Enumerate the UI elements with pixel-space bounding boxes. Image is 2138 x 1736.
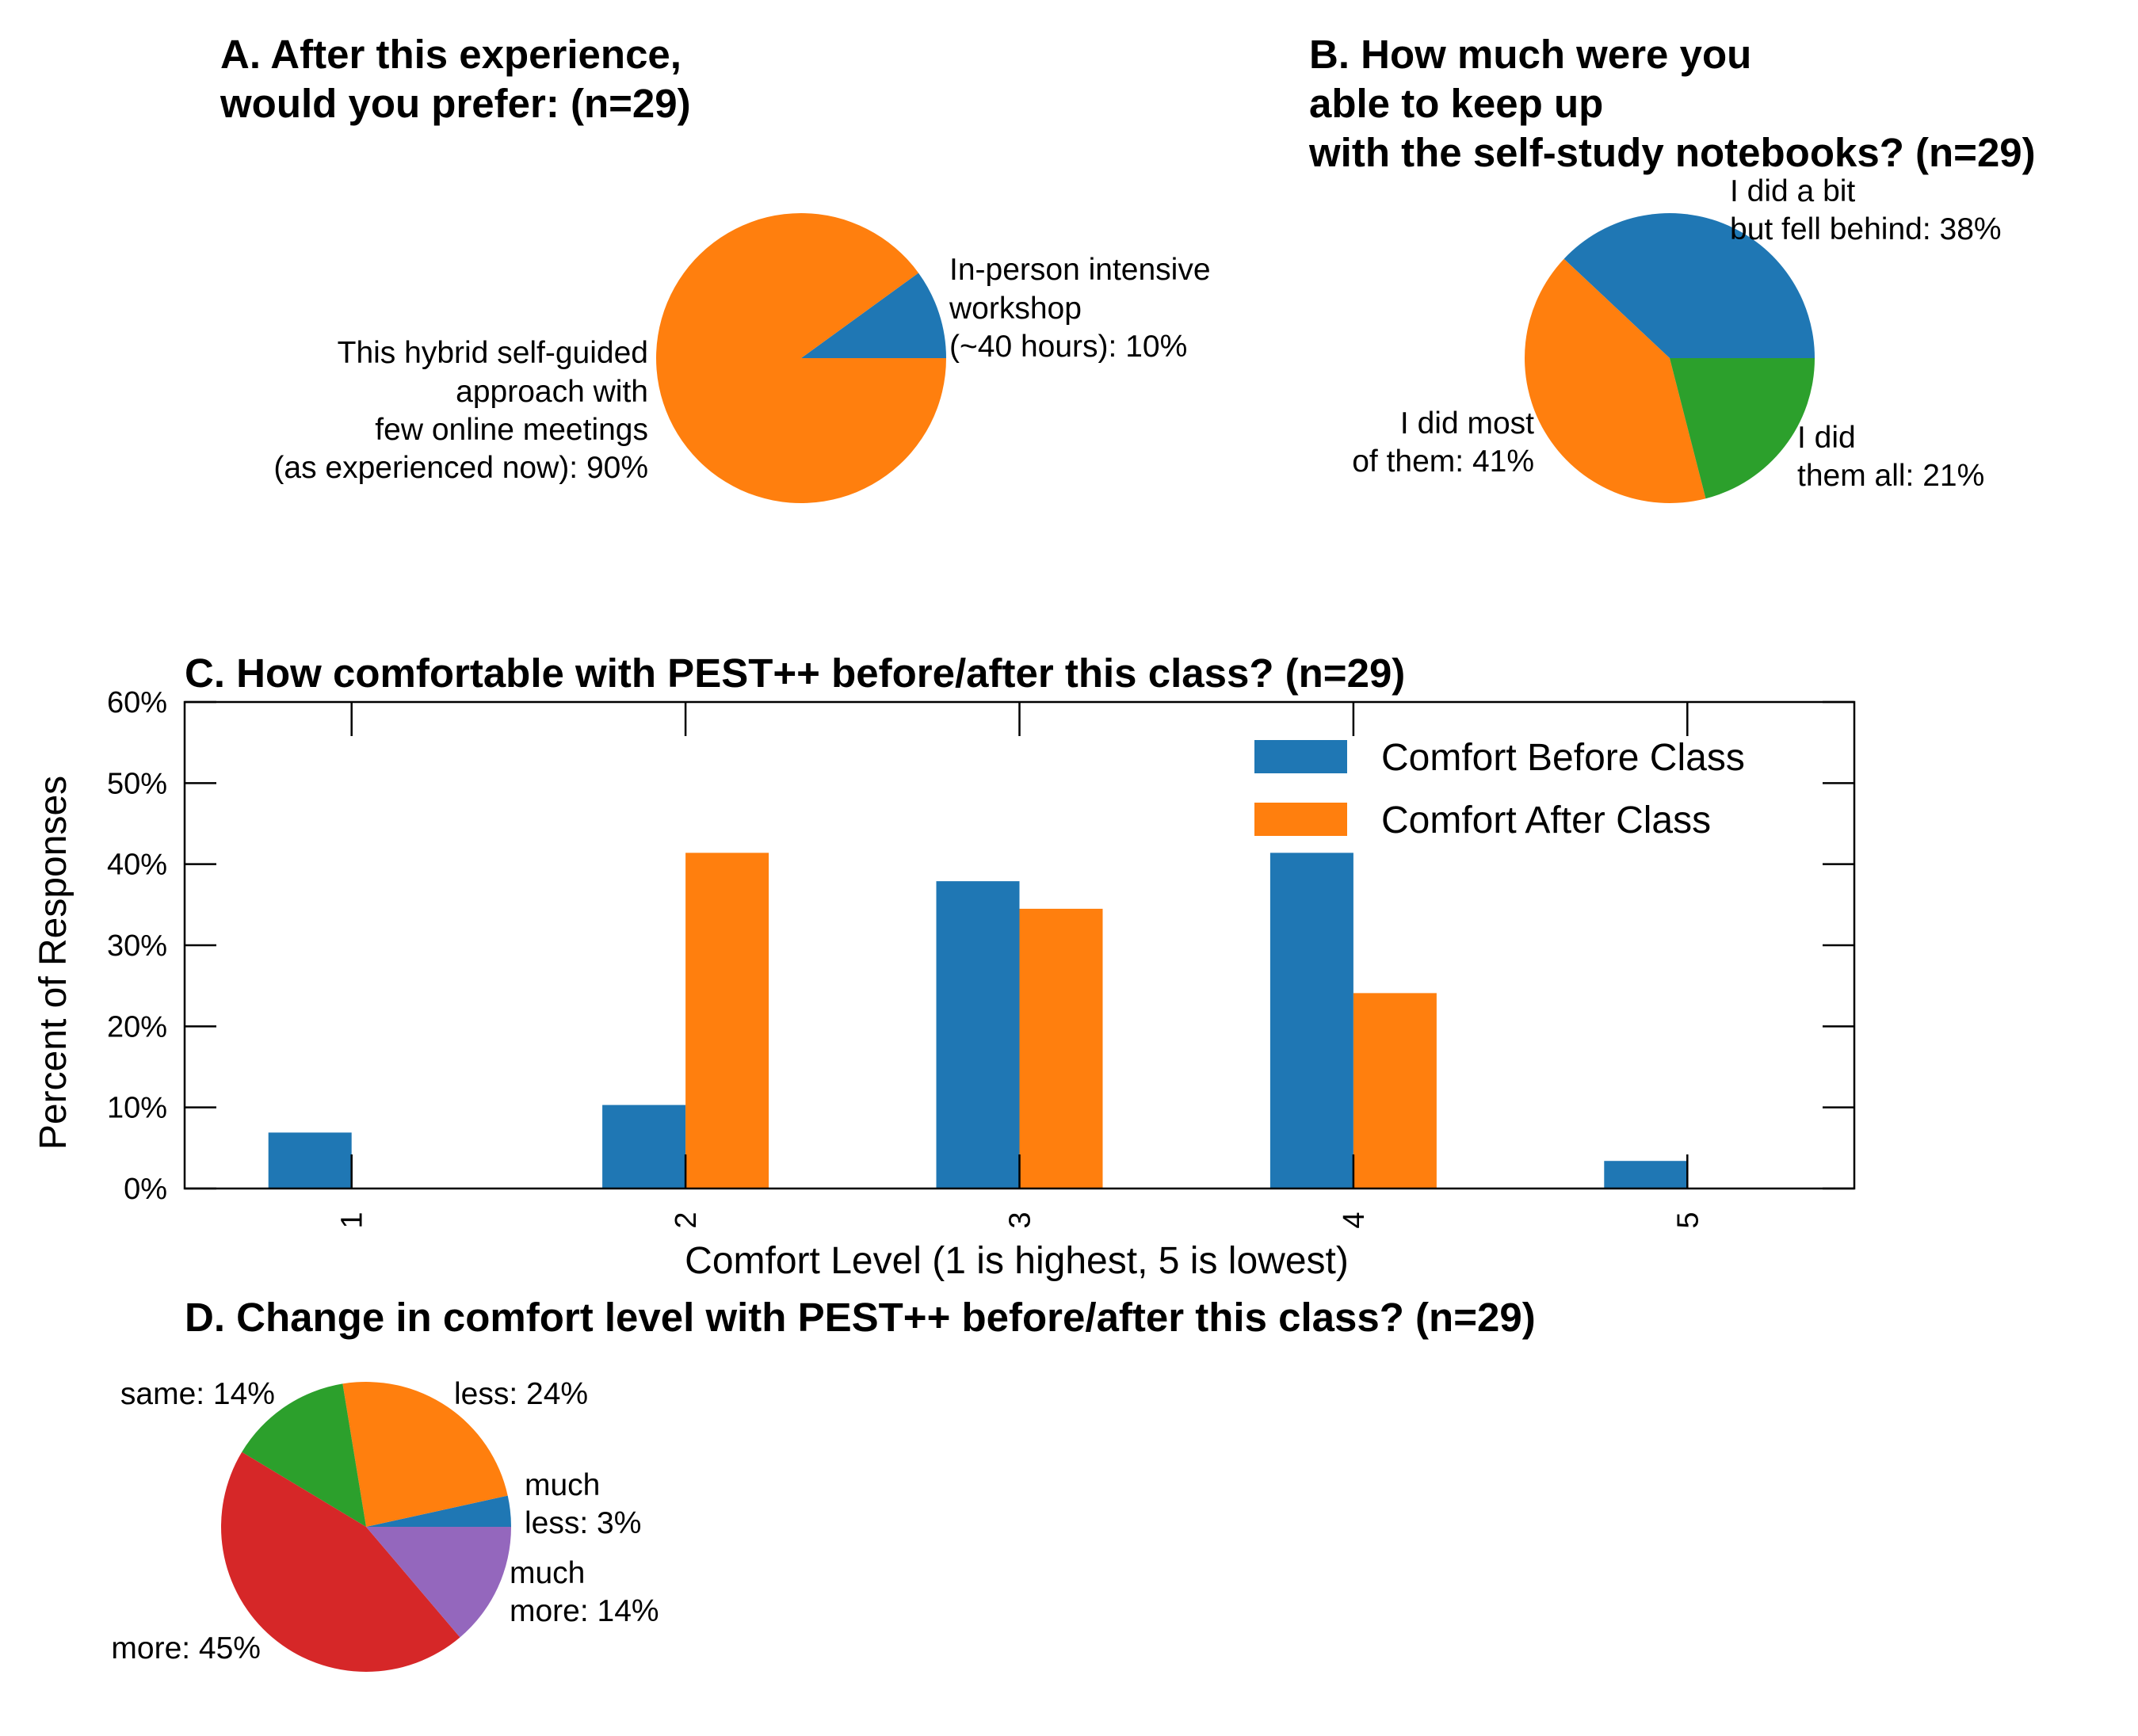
- pie-a-slice-0: [801, 273, 946, 358]
- x-tick-label: 4: [1338, 1211, 1371, 1228]
- y-tick-label: 50%: [107, 767, 167, 800]
- pie-b-slice-1: [1525, 258, 1706, 503]
- panel-b-title-line-1: B. How much were you: [1309, 32, 1751, 77]
- bar-after-4: [1353, 993, 1437, 1188]
- panel-b-slice-label-fell-behind: I did a bit but fell behind: 38%: [1730, 174, 2002, 246]
- panel-c: C. How comfortable with PEST++ before/af…: [32, 651, 1856, 1282]
- panel-d-slice-label-less: less: 24%: [454, 1377, 588, 1411]
- pie-d-slice-4: [366, 1527, 511, 1638]
- panel-b-slice-label-all: I did them all: 21%: [1797, 421, 1984, 493]
- panel-a-pie: [655, 213, 946, 504]
- legend-label-after: Comfort After Class: [1381, 799, 1711, 841]
- panel-b: B. How much were you able to keep up wit…: [1308, 32, 2036, 503]
- panel-d-title: D. Change in comfort level with PEST++ b…: [185, 1295, 1536, 1340]
- panel-d-slice-label-same: same: 14%: [120, 1377, 275, 1411]
- slice-label-line: I did: [1797, 421, 1856, 455]
- slice-label-line: This hybrid self-guided: [338, 336, 648, 370]
- panel-a-slice-label-in-person: In-person intensive workshop (~40 hours)…: [949, 253, 1211, 364]
- legend-swatch-before: [1254, 740, 1347, 773]
- slice-label-line: In-person intensive: [949, 253, 1211, 287]
- pie-b-slice-0: [1563, 213, 1815, 358]
- slice-label-line: but fell behind: 38%: [1730, 212, 2002, 246]
- pie-d-slice-3: [220, 1452, 460, 1672]
- x-tick-label: 2: [670, 1211, 703, 1228]
- slice-label-line: (~40 hours): 10%: [949, 330, 1187, 364]
- y-tick-label: 10%: [107, 1092, 167, 1125]
- slice-label-line: much: [510, 1556, 585, 1590]
- y-tick-label: 40%: [107, 849, 167, 882]
- bar-before-3: [936, 881, 1020, 1188]
- slice-label-line: approach with: [456, 375, 648, 409]
- slice-label-line: more: 14%: [510, 1594, 659, 1628]
- slice-label-line: workshop: [949, 292, 1082, 326]
- panel-d: D. Change in comfort level with PEST++ b…: [111, 1295, 1536, 1672]
- slice-label-line: less: 3%: [525, 1506, 641, 1540]
- x-tick-label: 1: [336, 1211, 369, 1228]
- y-tick-label: 60%: [107, 686, 167, 719]
- y-tick-label: 30%: [107, 929, 167, 963]
- pie-d-slice-0: [366, 1495, 511, 1527]
- bar-after-2: [685, 853, 769, 1188]
- panel-a-slice-label-hybrid: This hybrid self-guided approach with fe…: [273, 336, 648, 485]
- bar-before-4: [1269, 853, 1353, 1188]
- panel-d-slice-label-more: more: 45%: [111, 1631, 261, 1665]
- bar-before-5: [1604, 1161, 1688, 1188]
- x-tick-label: 5: [1671, 1211, 1705, 1228]
- bar-after-3: [1019, 908, 1103, 1188]
- pie-a-slice-1: [655, 213, 946, 504]
- slice-label-line: of them: 41%: [1352, 444, 1534, 479]
- panel-c-bar-chart: 0% 10% 20% 30% 40% 50% 60% 1 2 3 4 5: [107, 686, 1856, 1229]
- panel-c-x-axis-label: Comfort Level (1 is highest, 5 is lowest…: [685, 1240, 1349, 1282]
- panel-a-title-line-2: would you prefer: (n=29): [220, 81, 691, 126]
- legend-label-before: Comfort Before Class: [1381, 737, 1745, 779]
- slice-label-line: much: [525, 1468, 600, 1502]
- slice-label-line: them all: 21%: [1797, 459, 1984, 493]
- x-tick-label: 3: [1004, 1211, 1037, 1228]
- panel-d-pie: [220, 1382, 511, 1672]
- panel-c-y-axis-label: Percent of Responses: [32, 776, 74, 1150]
- panel-b-title-line-2: able to keep up: [1309, 81, 1603, 126]
- panel-c-legend: Comfort Before Class Comfort After Class: [1254, 737, 1745, 841]
- y-tick-label: 20%: [107, 1010, 167, 1044]
- panel-d-slice-label-much-more: much more: 14%: [510, 1556, 659, 1628]
- slice-label-line: I did most: [1400, 406, 1534, 441]
- slice-label-line: (as experienced now): 90%: [273, 451, 648, 485]
- pie-b-slice-2: [1670, 358, 1815, 499]
- panel-b-pie: [1525, 213, 1815, 503]
- slice-label-line: I did a bit: [1730, 174, 1855, 208]
- panel-b-title-line-3: with the self-study notebooks? (n=29): [1308, 130, 2036, 175]
- bar-before-2: [602, 1105, 686, 1188]
- legend-swatch-after: [1254, 803, 1347, 836]
- pie-d-slice-1: [342, 1382, 508, 1527]
- panel-a-title-line-1: A. After this experience,: [220, 32, 681, 77]
- y-tick-label: 0%: [124, 1173, 167, 1206]
- bar-before-1: [268, 1132, 352, 1188]
- panel-c-title: C. How comfortable with PEST++ before/af…: [185, 651, 1405, 696]
- panel-b-slice-label-most: I did most of them: 41%: [1352, 406, 1534, 479]
- slice-label-line: few online meetings: [375, 413, 648, 447]
- panel-d-slice-label-much-less: much less: 3%: [525, 1468, 641, 1540]
- panel-a: A. After this experience, would you pref…: [220, 32, 1211, 504]
- pie-d-slice-2: [242, 1383, 366, 1527]
